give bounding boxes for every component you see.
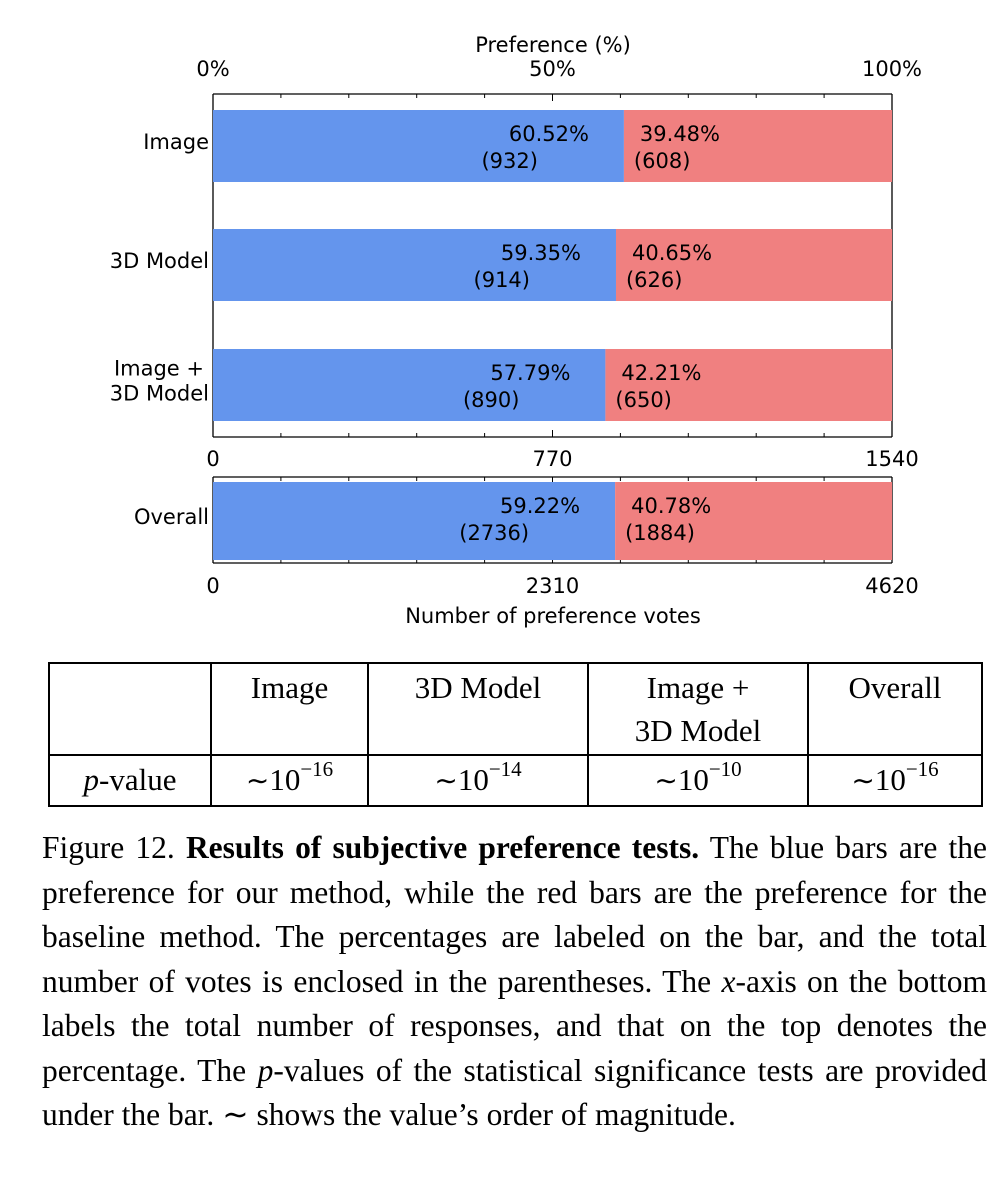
bar-ours [213,349,606,421]
bar-baseline [623,110,892,182]
bar-ours-pct-label: 59.22% [500,494,580,518]
top-axis-label: Preference (%) [475,33,631,57]
category-label: Overall [134,505,209,529]
figure-caption: Figure 12. Results of subjective prefere… [42,830,987,1132]
bottom-tick-label: 4620 [865,574,918,598]
p-value-overall: ∼10−16 [807,754,983,807]
p-value-label: p-value [48,754,212,807]
header-3d-model: 3D Model [367,662,589,756]
p-value-image-3d-model: ∼10−10 [587,754,809,807]
bar-ours-pct-label: 59.35% [501,241,581,265]
bar-ours-count-label: (914) [474,268,530,292]
top-tick-label: 100% [862,57,922,81]
category-label: 3D Model [110,382,209,406]
bottom-tick-label: 0 [206,447,219,471]
bar-ours [213,482,616,560]
bar-ours-count-label: (2736) [459,521,529,545]
bottom-tick-label: 2310 [526,574,579,598]
bar-baseline-count-label: (608) [634,149,690,173]
bar-ours-pct-label: 57.79% [490,361,570,385]
table-corner-cell [48,662,212,756]
table-header-row: Image 3D Model Image +3D Model Overall [48,662,983,756]
p-value-table: Image 3D Model Image +3D Model Overall p… [48,662,983,807]
bar-ours-count-label: (890) [463,388,519,412]
header-image: Image [210,662,369,756]
bar-ours [213,229,616,301]
bar-baseline-count-label: (650) [615,388,671,412]
category-label: Image [143,130,209,154]
bar-baseline-pct-label: 42.21% [621,361,701,385]
bar-ours-pct-label: 60.52% [509,122,589,146]
bar-baseline [605,349,892,421]
bar-baseline-pct-label: 40.65% [632,241,712,265]
category-label: Image + [114,357,204,381]
bar-baseline [615,229,892,301]
bottom-tick-label: 0 [206,574,219,598]
p-value-image: ∼10−16 [210,754,369,807]
bar-baseline-pct-label: 39.48% [640,122,720,146]
bottom-axis-label: Number of preference votes [405,604,701,628]
bar-baseline-count-label: (1884) [625,521,695,545]
bar-baseline [615,482,892,560]
p-value-row: p-value ∼10−16 ∼10−14 ∼10−10 ∼10−16 [48,754,983,807]
category-label: 3D Model [110,249,209,273]
top-axis-ticks: 0% 50% 100% [196,57,922,81]
caption-bold: Results of subjective preference tests. [185,830,700,865]
top-tick-label: 50% [529,57,576,81]
top-tick-label: 0% [196,57,229,81]
main-bars-group: 0 770 1540 60.52% (932) 39.48% (608) Image 59.35… [110,93,919,471]
caption-lead: Figure 12. [42,830,186,865]
bar-ours [213,110,624,182]
bar-ours-count-label: (932) [481,149,537,173]
header-overall: Overall [807,662,983,756]
bottom-tick-label: 1540 [865,447,918,471]
preference-chart: Preference (%) 0% 50% 100% 0 770 1540 60.52% (… [110,33,922,628]
overall-bars-group: 0 2310 4620 59.22% (2736) 40.78% (1884) Overall [134,476,919,598]
bar-baseline-pct-label: 40.78% [631,494,711,518]
p-value-3d-model: ∼10−14 [367,754,589,807]
bottom-tick-label: 770 [532,447,572,471]
bar-baseline-count-label: (626) [626,268,682,292]
header-image-3d-model: Image +3D Model [587,662,809,756]
